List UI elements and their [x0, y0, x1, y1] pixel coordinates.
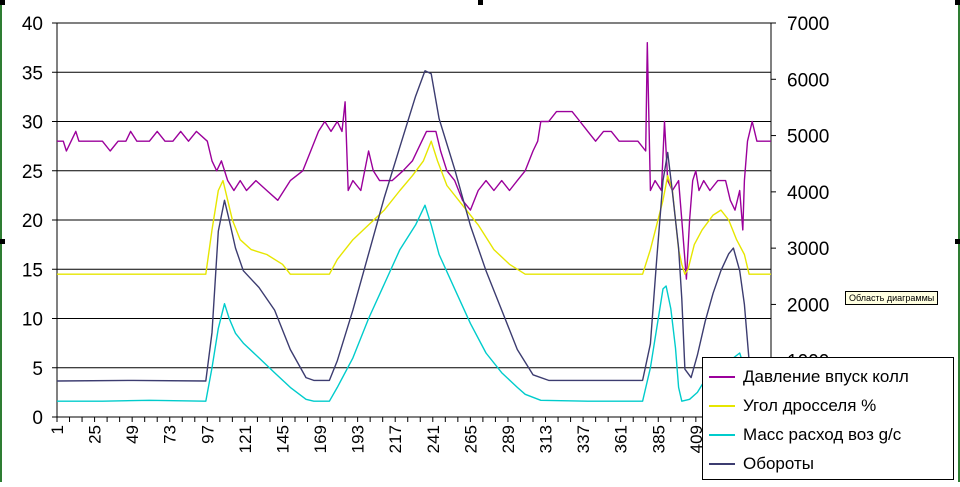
legend-item[interactable]: Обороты: [709, 451, 814, 477]
selection-handle: [955, 239, 960, 244]
legend-label: Давление впуск колл: [743, 367, 909, 386]
legend-item[interactable]: Масс расход воз g/с: [709, 422, 901, 448]
legend-item[interactable]: Давление впуск колл: [709, 364, 909, 390]
x-tick-label: 169: [311, 425, 330, 453]
y-left-tick-label: 40: [22, 14, 43, 35]
series-line: [57, 42, 771, 280]
legend-label: Угол дросселя %: [743, 396, 877, 415]
y-right-tick-label: 6000: [787, 70, 829, 91]
y-right-tick-label: 2000: [787, 295, 829, 316]
series-line: [57, 140, 771, 275]
legend-item[interactable]: Угол дросселя %: [709, 393, 876, 419]
x-tick-label: 289: [499, 425, 518, 453]
y-left-tick-label: 30: [22, 113, 43, 134]
legend-label: Обороты: [743, 454, 814, 473]
y-left-tick-label: 25: [22, 162, 43, 183]
selection-handle: [0, 0, 5, 5]
x-tick-label: 385: [649, 425, 668, 453]
x-tick-label: 313: [537, 425, 556, 453]
selection-handle: [955, 0, 960, 5]
legend[interactable]: Давление впуск колл Угол дросселя % Масс…: [702, 357, 954, 480]
x-tick-label: 49: [123, 425, 142, 444]
y-right-tick-label: 7000: [787, 14, 829, 35]
y-left-tick-label: 0: [32, 408, 43, 429]
y-left-tick-label: 20: [22, 211, 43, 232]
selection-handle: [0, 239, 5, 244]
selection-handle: [478, 0, 483, 5]
legend-swatch: [709, 463, 735, 465]
x-tick-label: 97: [198, 425, 217, 444]
x-tick-label: 409: [687, 425, 706, 453]
legend-label: Масс расход воз g/с: [743, 425, 902, 444]
series-line: [56, 70, 753, 382]
x-tick-label: 121: [236, 425, 255, 453]
y-left-tick-label: 35: [22, 63, 43, 84]
x-tick-label: 73: [161, 425, 180, 444]
x-tick-label: 145: [273, 425, 292, 453]
x-tick-label: 361: [612, 425, 631, 453]
x-tick-label: 337: [574, 425, 593, 453]
chart-area-tooltip: Область диаграммы: [845, 291, 939, 305]
y-left-tick-label: 10: [22, 310, 43, 331]
x-tick-label: 1: [48, 425, 67, 434]
legend-swatch: [709, 434, 735, 436]
series-line: [57, 204, 753, 402]
y-right-tick-label: 4000: [787, 183, 829, 204]
series-group: [56, 42, 771, 402]
y-left-tick-label: 5: [32, 359, 43, 380]
x-tick-label: 217: [386, 425, 405, 453]
x-tick-label: 241: [424, 425, 443, 453]
y-right-tick-label: 3000: [787, 239, 829, 260]
legend-swatch: [709, 376, 735, 378]
y-right-tick-label: 5000: [787, 127, 829, 148]
y-left-tick-label: 15: [22, 260, 43, 281]
x-tick-label: 265: [461, 425, 480, 453]
legend-swatch: [709, 405, 735, 407]
x-tick-label: 193: [349, 425, 368, 453]
axes: [52, 22, 776, 422]
x-tick-label: 25: [86, 425, 105, 444]
